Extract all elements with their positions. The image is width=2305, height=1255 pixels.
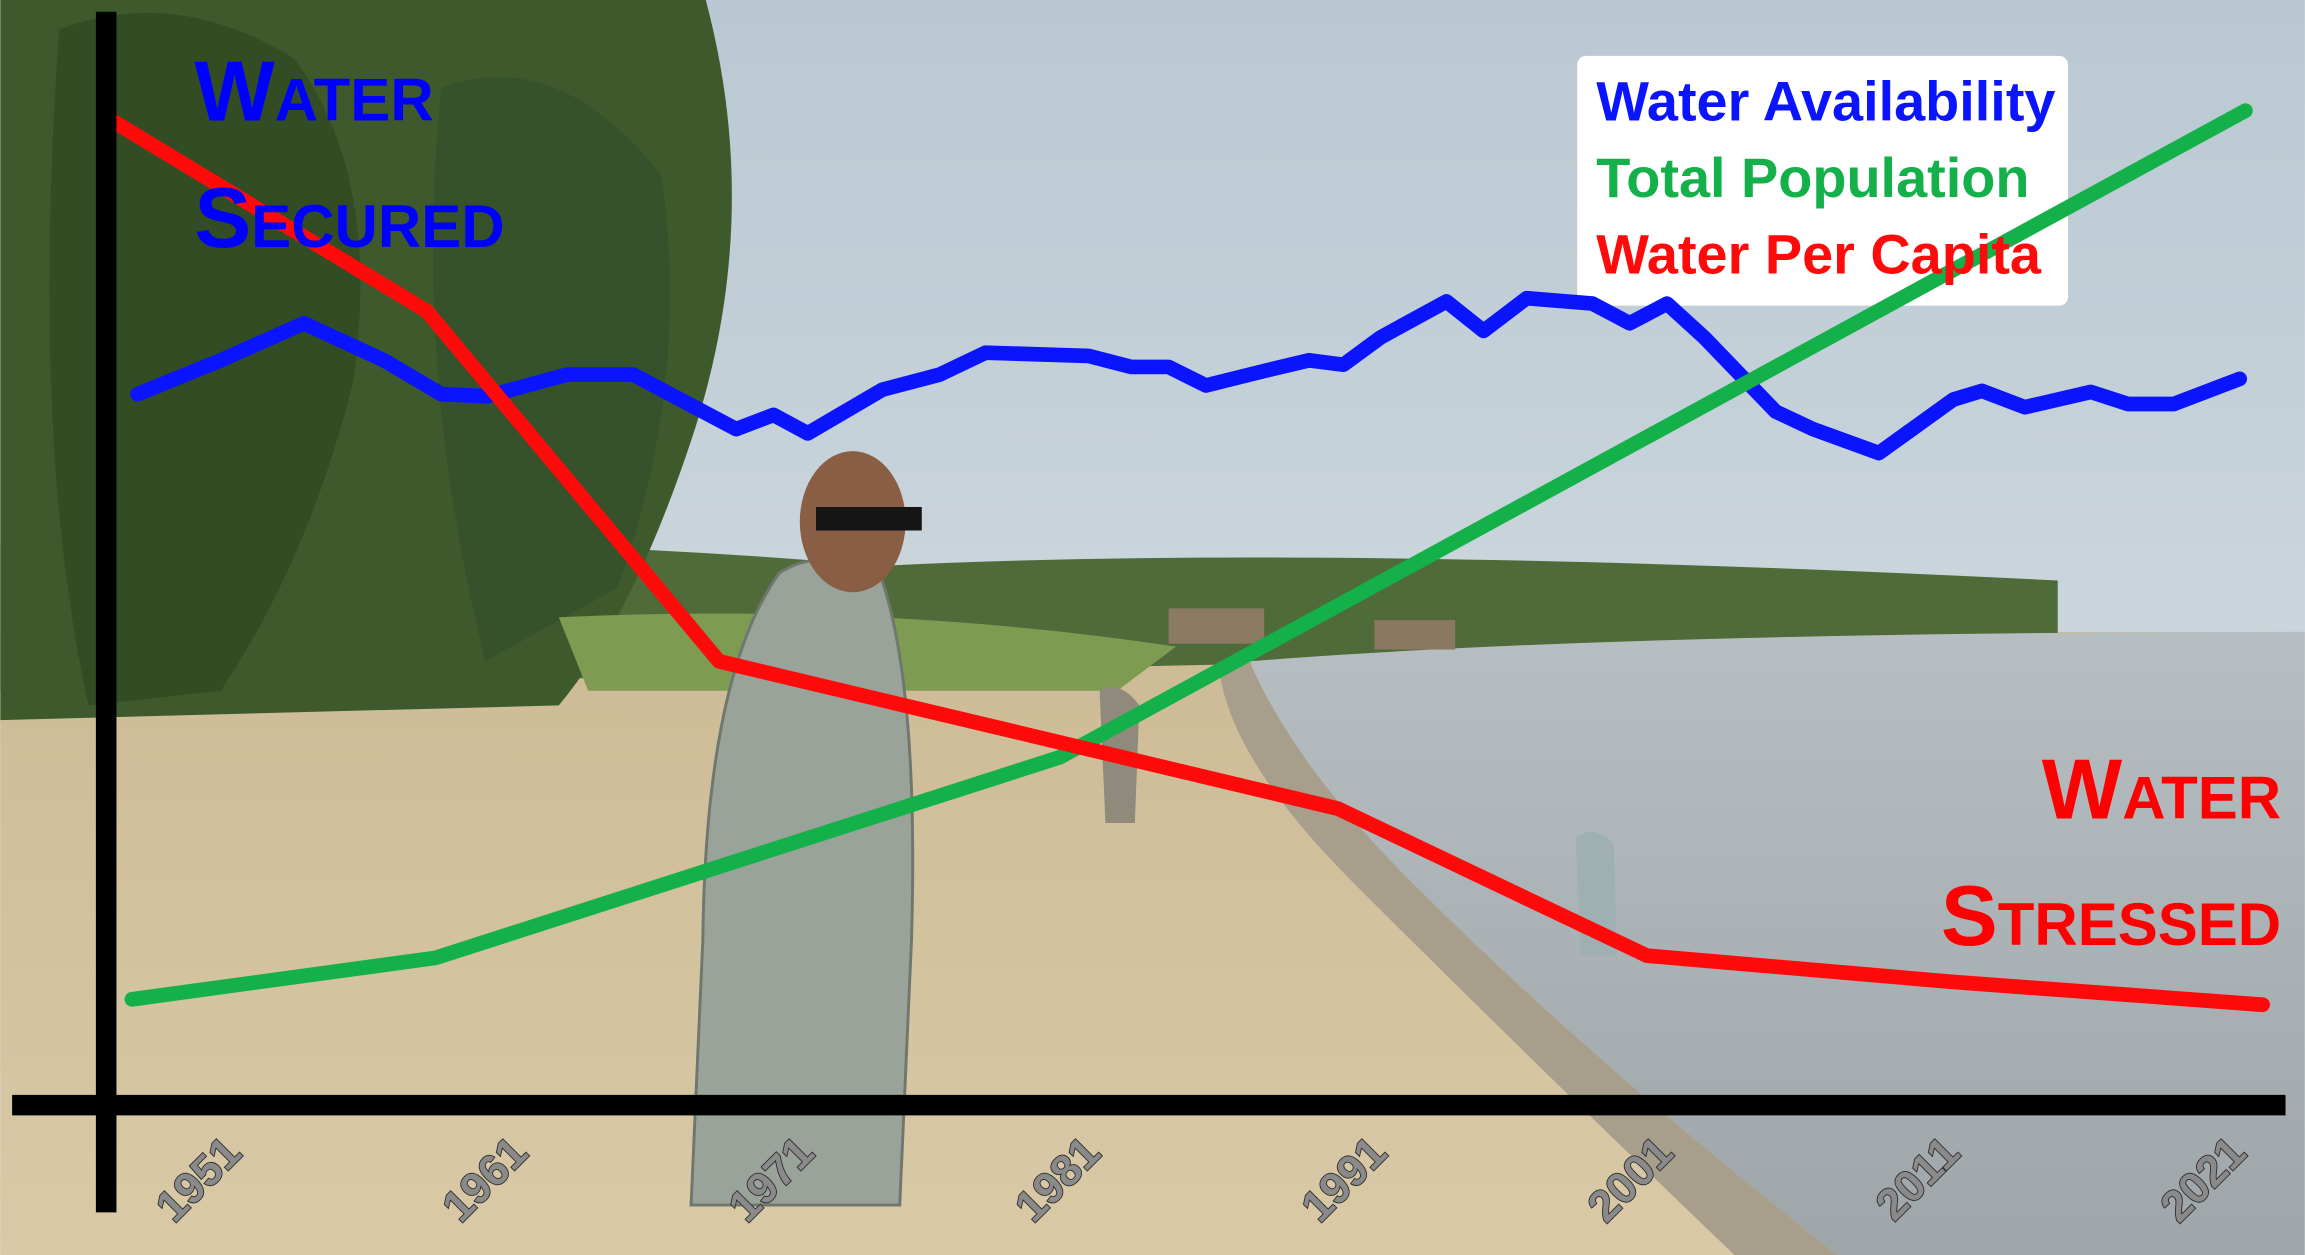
legend-entry: Total Population	[1596, 146, 2029, 209]
chart: 19511961197119811991200120112021 Water A…	[0, 0, 2305, 1255]
annotation: Water	[2042, 743, 2281, 838]
page: {"chart_data": { "type": "line", "annota…	[0, 0, 2305, 1255]
legend-entry: Water Per Capita	[1596, 222, 2042, 285]
annotation: Water	[194, 45, 433, 140]
legend-entry: Water Availability	[1596, 70, 2055, 133]
legend: Water Availability Total Population Water …	[1596, 70, 2055, 286]
annotation: Secured	[194, 171, 504, 266]
annotation: Stressed	[1941, 869, 2281, 964]
